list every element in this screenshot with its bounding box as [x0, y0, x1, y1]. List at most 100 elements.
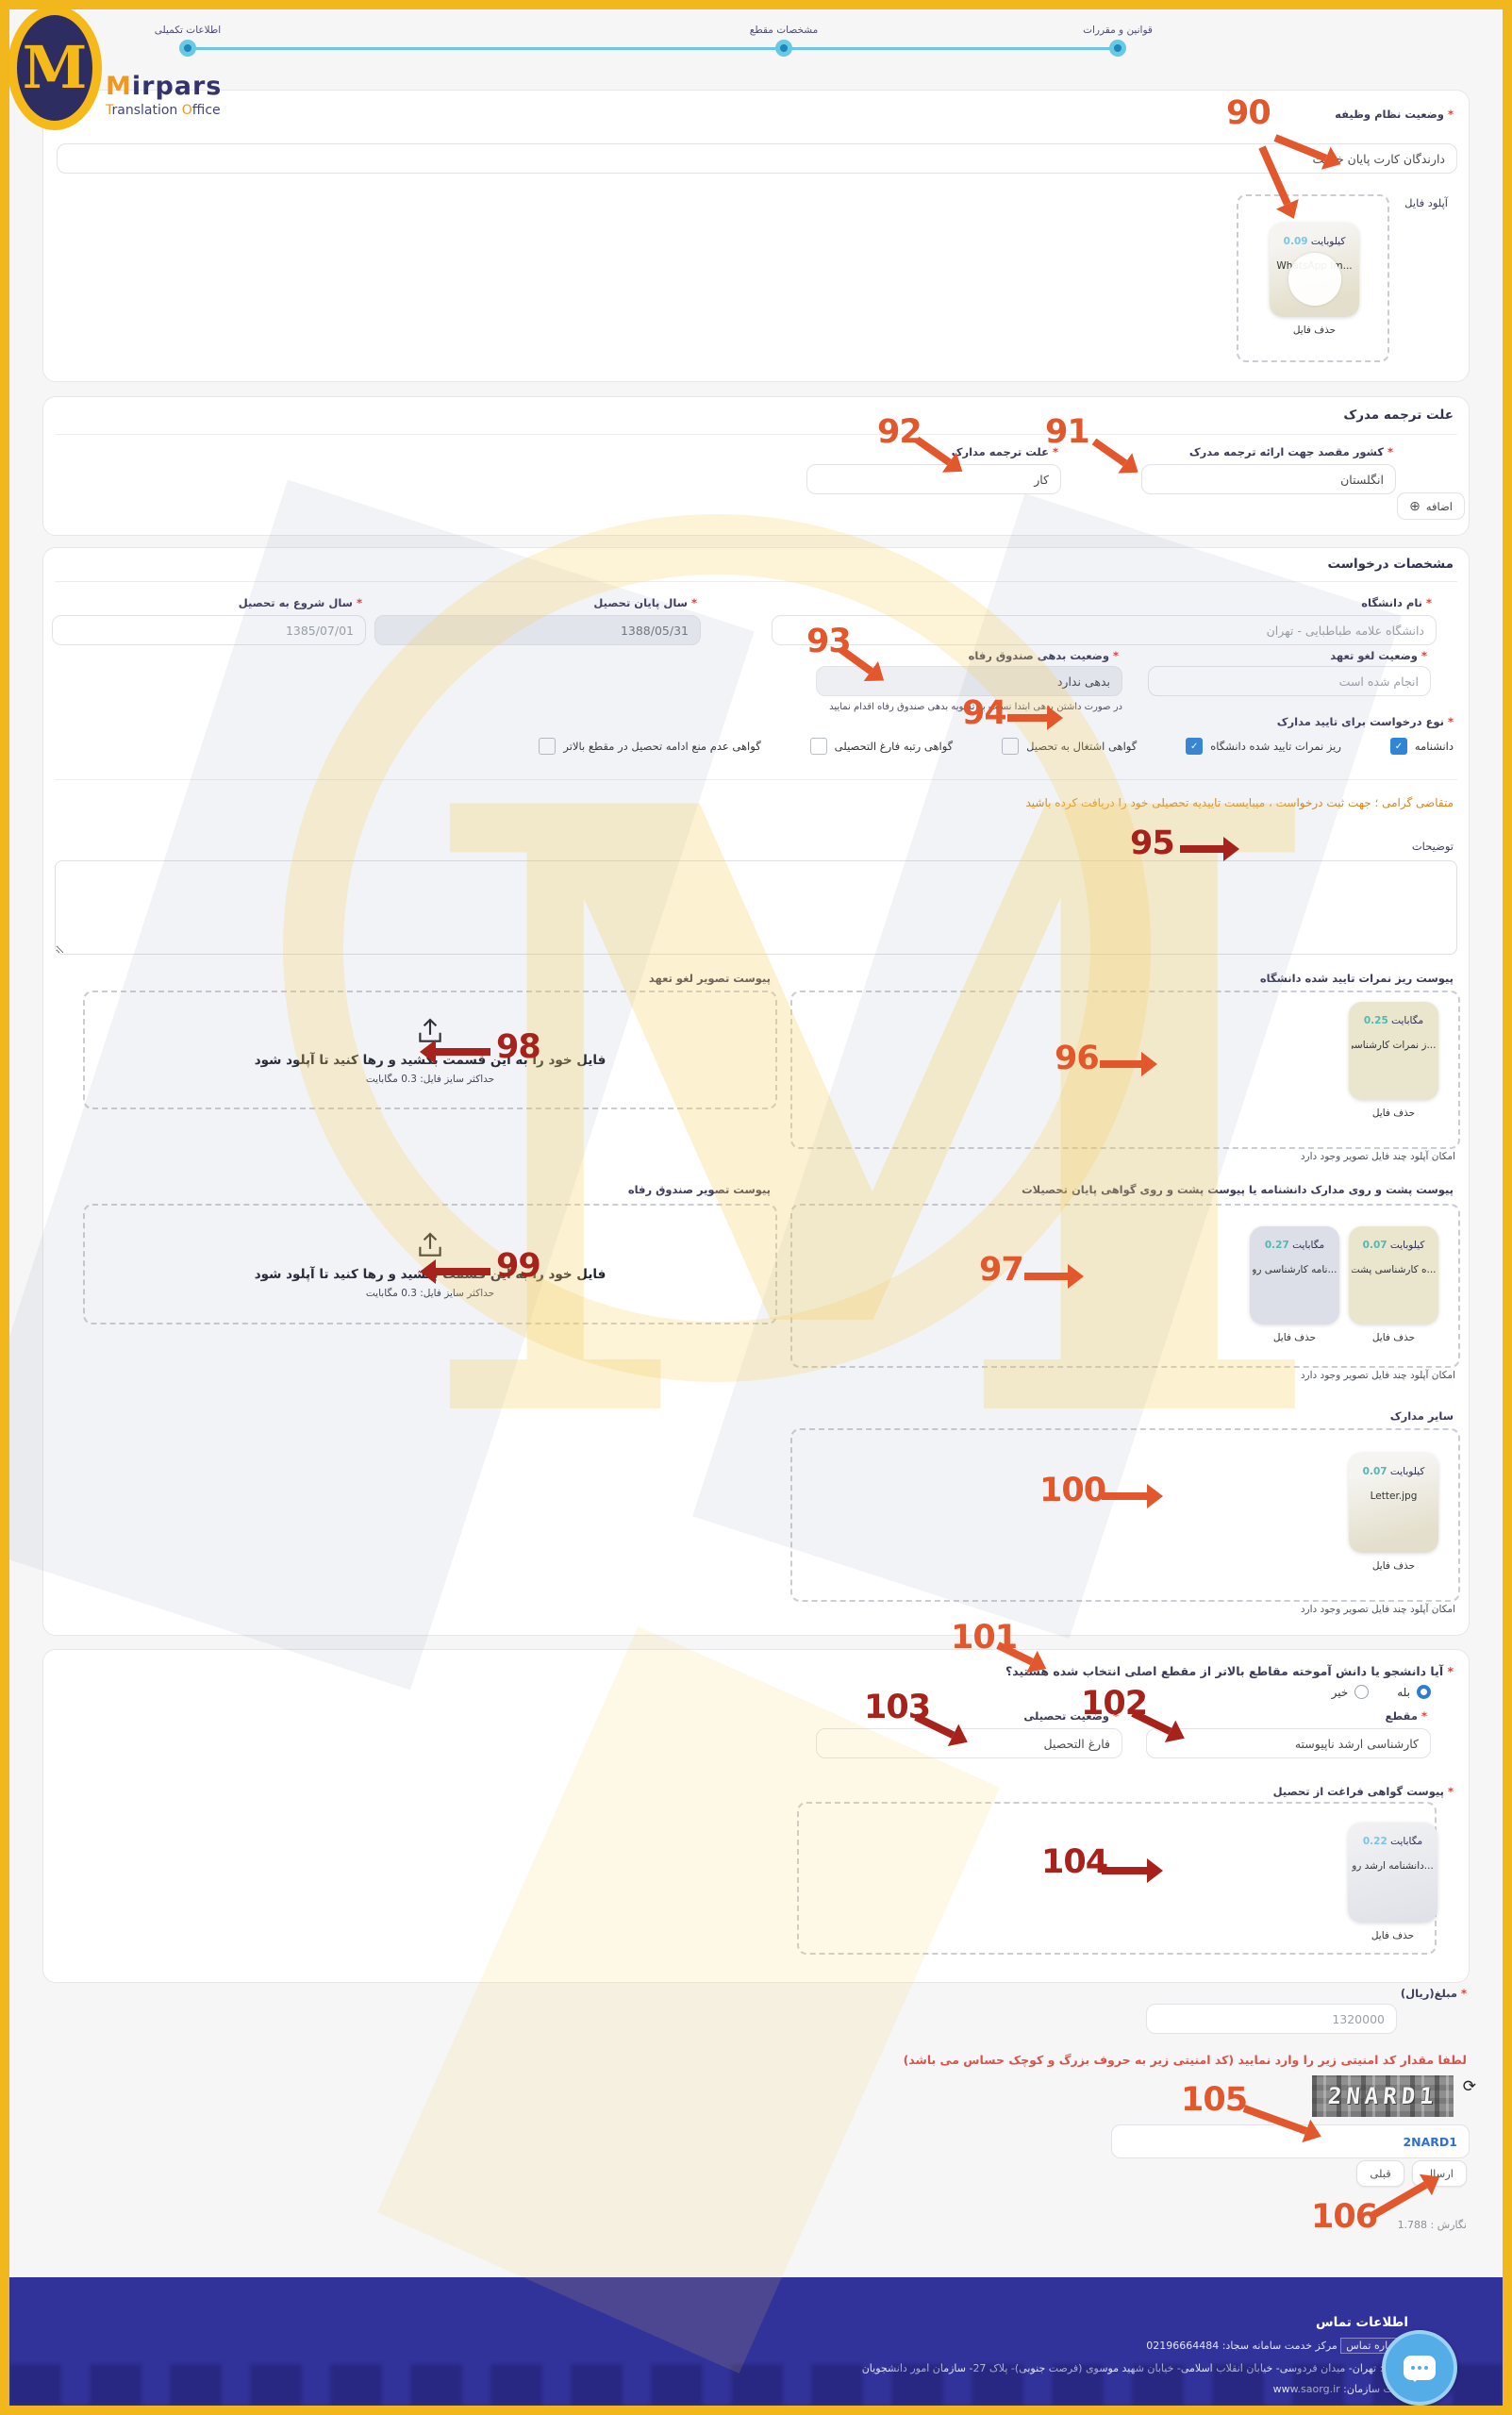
description-label: توضیحات: [1411, 840, 1454, 853]
start-year-label: سال شروع به تحصیل: [239, 596, 362, 609]
transcript-dropzone[interactable]: [790, 991, 1460, 1149]
refresh-captcha-icon[interactable]: ⟳: [1462, 2077, 1476, 2096]
military-file-size: کیلوبایت 0.09: [1283, 236, 1346, 247]
upload-file-label: آپلود فایل: [1404, 196, 1448, 209]
university-name-input[interactable]: [772, 615, 1437, 645]
annotation-99: 99: [496, 1247, 541, 1285]
annotation-98: 98: [496, 1028, 541, 1066]
version-text: نگارش : 1.788: [1397, 2219, 1467, 2231]
transcript-multi-note: امکان آپلود چند فایل تصویر وجود دارد: [1300, 1151, 1455, 1162]
checkbox-icon[interactable]: [1002, 738, 1020, 755]
add-reason-button[interactable]: اضافه ⊕: [1397, 492, 1465, 520]
degree-back-remove-link[interactable]: حذف فایل: [1371, 1332, 1416, 1343]
commitment-image-label: پیوست تصویر لغو تعهد: [648, 972, 771, 985]
commitment-status-input[interactable]: [1148, 666, 1431, 696]
degree-front-remove-link[interactable]: حذف فایل: [1272, 1332, 1317, 1343]
other-documents-dropzone[interactable]: [790, 1428, 1460, 1602]
radio-yes[interactable]: بله: [1397, 1685, 1431, 1699]
previous-button[interactable]: قبلی: [1356, 2160, 1404, 2187]
military-status-input[interactable]: [57, 143, 1457, 174]
step-rules-dot[interactable]: [1109, 40, 1126, 57]
step-additional-label: اطلاعات تکمیلی: [154, 25, 222, 36]
edu-status-input[interactable]: [816, 1728, 1122, 1758]
annotation-90: 90: [1226, 94, 1271, 132]
radio-selected-icon[interactable]: [1417, 1685, 1431, 1699]
footer-phone-line: شماره تماس مرکز خدمت سامانه سجاد: 021966…: [1146, 2338, 1408, 2354]
degree-dropzone[interactable]: [790, 1204, 1460, 1368]
other-file-remove-link[interactable]: حذف فایل: [1371, 1560, 1416, 1572]
annotation-arrow-96: [1100, 1060, 1141, 1068]
degree-front-file-card: مگابایت 0.27 ...نامه کارشناسی رو: [1250, 1226, 1339, 1324]
captcha-input[interactable]: [1111, 2124, 1470, 2158]
annotation-104: 104: [1041, 1843, 1108, 1881]
checkbox-icon[interactable]: [809, 738, 827, 755]
degree-attachment-label: پیوست پشت و روی مدارک دانشنامه یا پیوست …: [1022, 1183, 1454, 1196]
step-additional[interactable]: اطلاعات تکمیلی: [112, 19, 263, 37]
welfare-debt-input[interactable]: [816, 666, 1122, 696]
destination-country-input[interactable]: [1141, 464, 1396, 494]
checkbox-icon[interactable]: [539, 738, 557, 755]
chat-bubble-icon[interactable]: [1382, 2330, 1457, 2406]
option-enrollment[interactable]: گواهی اشتغال به تحصیل: [1002, 738, 1137, 755]
captcha-note: لطفا مقدار کد امنیتی زیر را وارد نمایید …: [903, 2053, 1467, 2067]
degree-back-file-size: کیلوبایت 0.07: [1362, 1240, 1425, 1251]
option-rank[interactable]: گواهی رتبه فارغ التحصیلی: [809, 738, 953, 755]
step-rules-label: قوانین و مقررات: [1083, 25, 1153, 36]
step-degree[interactable]: مشخصات مقطع: [708, 19, 859, 37]
higher-degree-radios: بله خیر: [1332, 1685, 1431, 1699]
end-year-input[interactable]: [374, 615, 701, 645]
graduation-dropzone[interactable]: [797, 1802, 1437, 1955]
radio-no[interactable]: خیر: [1332, 1685, 1370, 1699]
military-file-card: کیلوبایت 0.09 WhatsApp Im...: [1270, 223, 1359, 317]
amount-input[interactable]: [1146, 2004, 1397, 2034]
military-file-remove-link[interactable]: حذف فایل: [1292, 325, 1337, 336]
footer-address-line: آدرس: تهران- میدان فردوسی- خیابان انقلاب…: [861, 2362, 1408, 2374]
request-divider: [55, 581, 1457, 582]
captcha-code: 2NARD1: [1326, 2083, 1439, 2109]
graduation-attachment-label: پیوست گواهی فراغت از تحصیل: [1273, 1785, 1454, 1798]
reason-divider: [55, 434, 1457, 435]
annotation-arrow-95: [1180, 845, 1223, 853]
graduation-file-name: ...دانشنامه ارشد رو: [1352, 1860, 1434, 1872]
request-divider-2: [55, 779, 1457, 780]
brand-tagline: Translation Office: [106, 103, 221, 118]
step-degree-dot[interactable]: [775, 40, 792, 57]
annotation-96: 96: [1055, 1040, 1100, 1077]
annotation-95: 95: [1130, 824, 1175, 862]
annotation-102: 102: [1081, 1685, 1148, 1723]
annotation-92: 92: [877, 413, 922, 451]
form-actions: ارسال قبلی: [1356, 2160, 1467, 2187]
request-section-title: مشخصات درخواست: [1327, 557, 1454, 572]
degree-multi-note: امکان آپلود چند فایل تصویر وجود دارد: [1300, 1370, 1455, 1381]
degree-front-file-name: ...نامه کارشناسی رو: [1252, 1264, 1338, 1275]
radio-icon[interactable]: [1354, 1685, 1370, 1699]
option-no-ban[interactable]: گواهی عدم منع ادامه تحصیل در مقطع بالاتر: [539, 738, 761, 755]
degree-back-file-card: کیلوبایت 0.07 ...ه کارشناسی پشت: [1349, 1226, 1438, 1324]
edu-status-label: وضعیت تحصیلی: [1023, 1709, 1119, 1723]
step-additional-dot[interactable]: [179, 40, 196, 57]
annotation-93: 93: [806, 623, 852, 660]
graduation-file-remove-link[interactable]: حذف فایل: [1371, 1930, 1415, 1941]
degree-back-file-name: ...ه کارشناسی پشت: [1351, 1264, 1437, 1275]
annotation-arrow-106: [1371, 2181, 1428, 2219]
other-file-size: کیلوبایت 0.07: [1362, 1466, 1425, 1477]
reason-section-title: علت ترجمه مدرک: [1343, 408, 1454, 423]
transcript-file-remove-link[interactable]: حذف فایل: [1371, 1108, 1416, 1119]
stepper-line: [188, 47, 1118, 50]
brand-text: Mirpars Translation Office: [106, 72, 222, 118]
checkbox-checked-icon[interactable]: ✓: [1186, 738, 1204, 755]
radio-yes-label: بله: [1397, 1685, 1410, 1699]
description-textarea[interactable]: [55, 860, 1457, 955]
checkbox-checked-icon[interactable]: ✓: [1389, 738, 1407, 755]
transcript-attachment-label: پیوست ریز نمرات تایید شده دانشگاه: [1259, 972, 1454, 985]
translation-cause-input[interactable]: [806, 464, 1061, 494]
start-year-input[interactable]: [52, 615, 366, 645]
step-rules[interactable]: قوانین و مقررات: [1042, 19, 1193, 37]
degree-level-input[interactable]: [1146, 1728, 1431, 1758]
upload-progress-overlay: [1288, 253, 1341, 306]
other-multi-note: امکان آپلود چند فایل تصویر وجود دارد: [1300, 1604, 1455, 1615]
commitment-max-note: حداکثر سایز فایل: 0.3 مگابایت: [365, 1074, 495, 1085]
option-transcript[interactable]: ریز نمرات تایید شده دانشگاه ✓: [1186, 738, 1341, 755]
option-daneshnameh[interactable]: دانشنامه ✓: [1389, 738, 1454, 755]
